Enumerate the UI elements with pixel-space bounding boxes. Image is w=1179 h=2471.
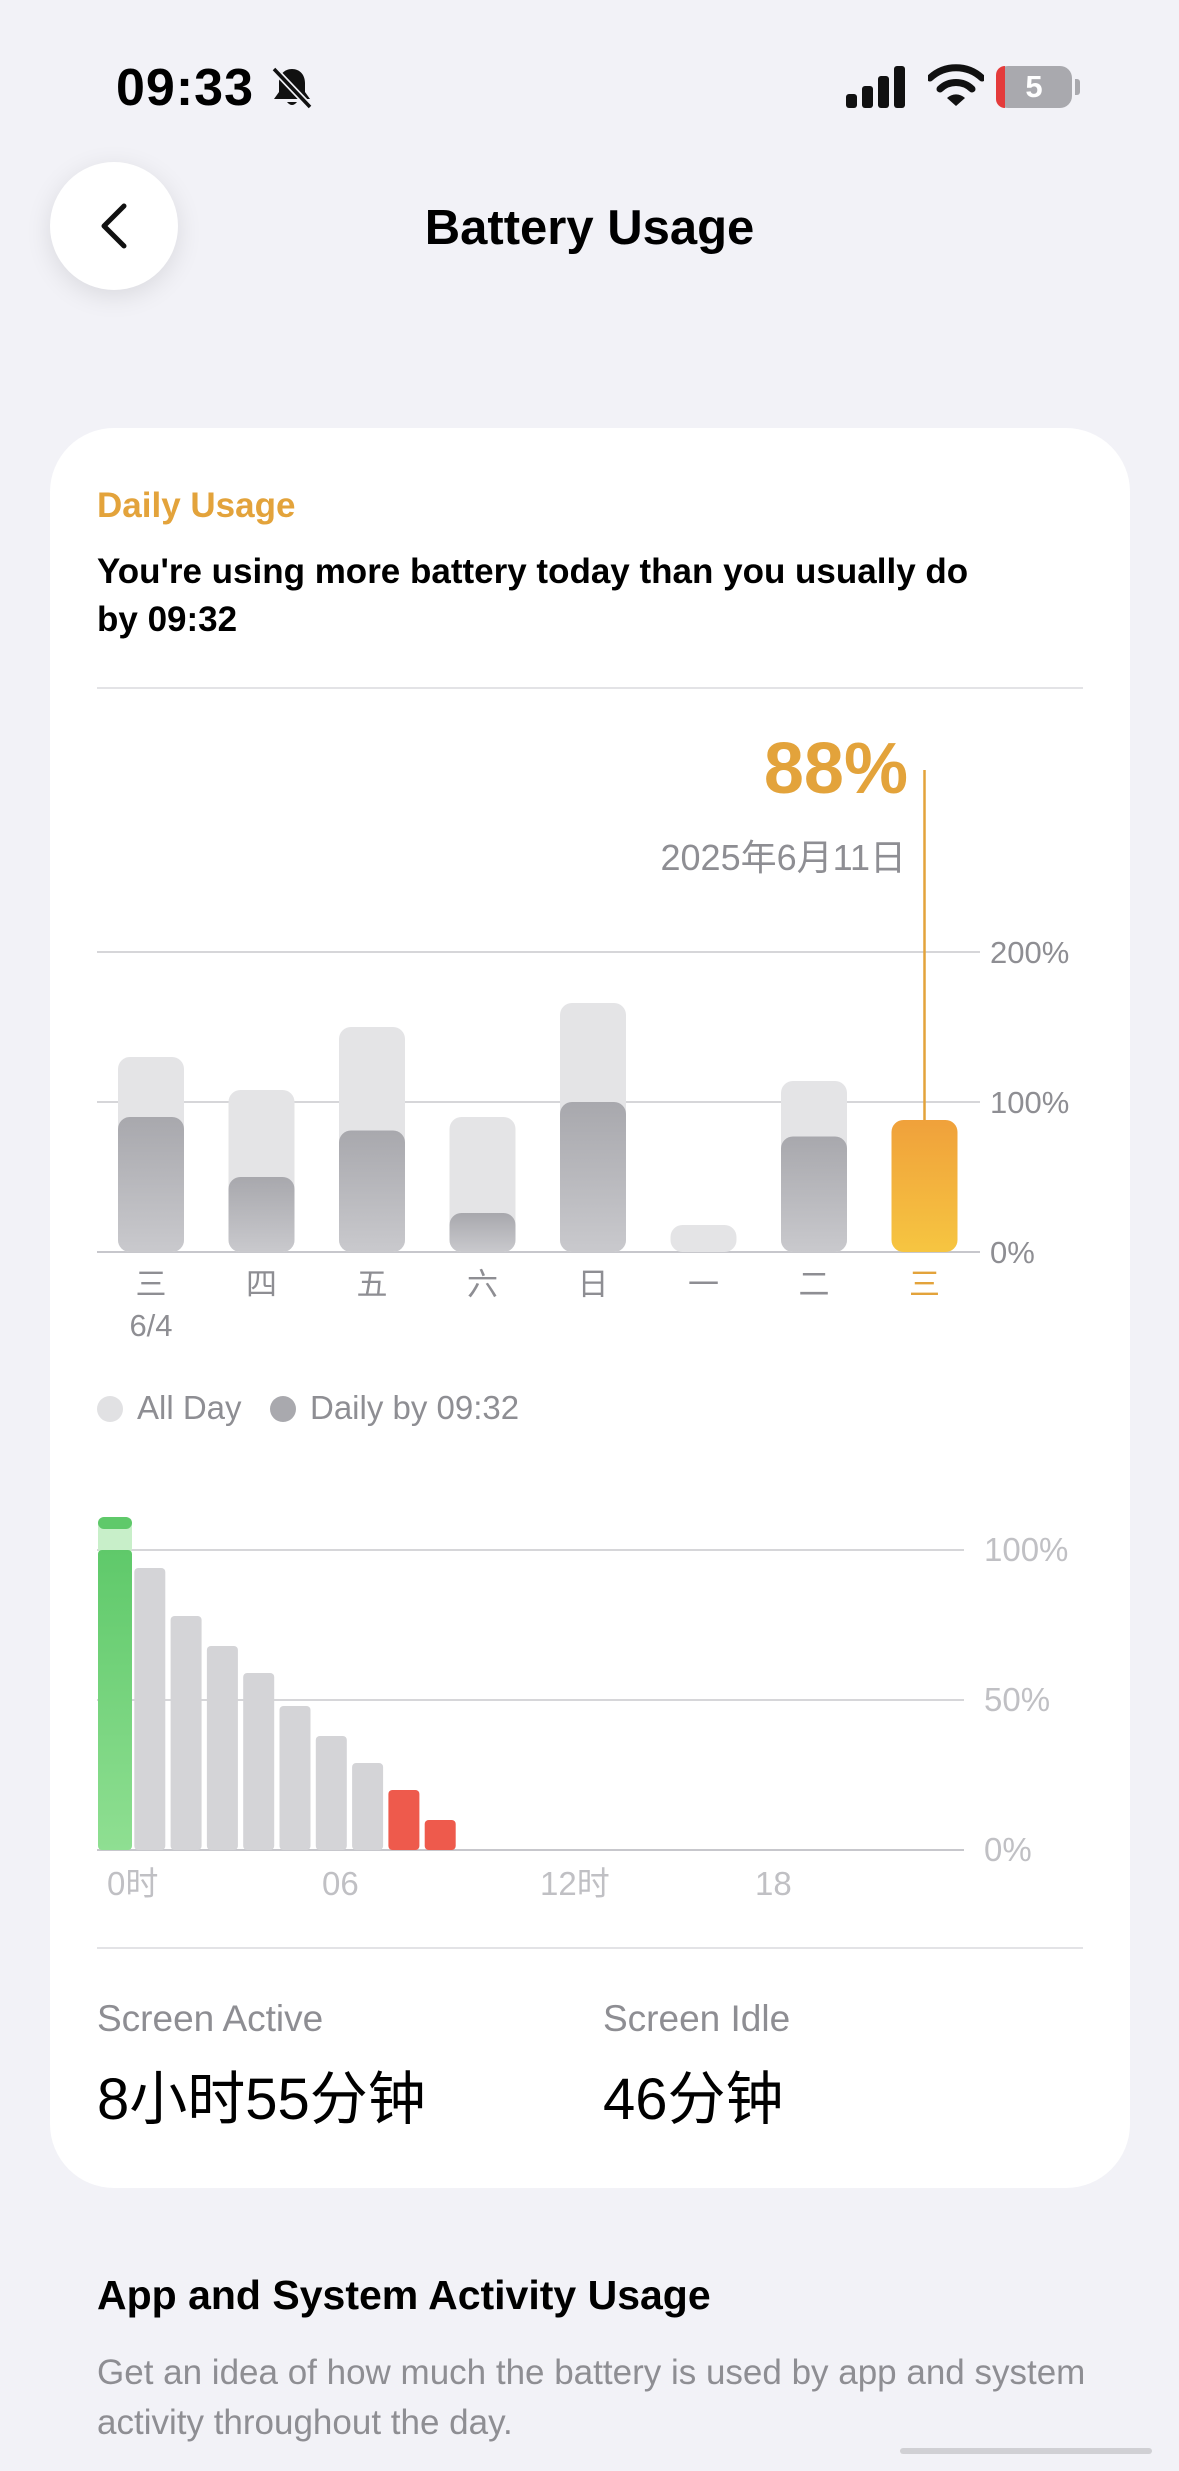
bar-all-day[interactable]	[670, 1225, 737, 1252]
bar-daily[interactable]	[118, 1117, 184, 1252]
x-tick-label: 三	[909, 1267, 940, 1302]
daily-usage-chart[interactable]: 200% 100% 0% 三 四 五 六 日 一 二 三 6/4 88% 2025年6月11日	[0, 720, 1179, 1360]
app-activity-description: Get an idea of how much the battery is u…	[97, 2353, 1086, 2442]
hour-bar-low[interactable]	[388, 1790, 420, 1850]
y-tick-label: 100%	[984, 1531, 1068, 1568]
x-date-label: 6/4	[129, 1308, 172, 1343]
hour-bar-charging[interactable]	[98, 1550, 132, 1850]
home-indicator[interactable]	[900, 2448, 1152, 2454]
hour-bar[interactable]	[206, 1646, 238, 1850]
daily-usage-card	[50, 428, 1130, 2188]
hour-bar[interactable]	[170, 1616, 202, 1850]
bar-daily[interactable]	[339, 1130, 405, 1253]
divider	[97, 687, 1083, 689]
divider	[97, 1947, 1083, 1949]
x-tick-label: 0时	[107, 1865, 158, 1902]
bar-daily[interactable]	[449, 1213, 516, 1252]
chevron-left-icon	[101, 203, 127, 249]
y-tick-label: 100%	[990, 1085, 1069, 1120]
x-tick-label: 三	[136, 1267, 167, 1302]
x-tick-label: 06	[322, 1865, 359, 1902]
hourly-battery-chart[interactable]: 100% 50% 0% 0时 06 12时 18	[0, 1500, 1179, 1920]
app-activity-title: App and System Activity Usage	[97, 2272, 711, 2318]
x-tick-label: 二	[799, 1267, 830, 1302]
x-tick-label: 日	[578, 1267, 609, 1302]
screen-idle-value: 46分钟	[603, 2067, 784, 2132]
screen-active-value: 8小时55分钟	[97, 2067, 426, 2132]
screen-idle-label: Screen Idle	[603, 1998, 791, 2039]
hour-bar-charging-cap	[98, 1517, 132, 1529]
x-tick-label: 六	[467, 1267, 498, 1302]
bar-daily-selected[interactable]	[891, 1120, 958, 1252]
legend-daily-by-dot	[270, 1396, 296, 1422]
y-tick-label: 50%	[984, 1681, 1050, 1718]
legend-daily-by-label: Daily by 09:32	[310, 1389, 520, 1426]
y-tick-label: 0%	[984, 1831, 1032, 1868]
status-time: 09:33	[116, 59, 254, 117]
hour-bar-low[interactable]	[424, 1820, 456, 1850]
bell-slash-icon	[271, 66, 313, 110]
wifi-icon	[928, 64, 984, 106]
page-title: Battery Usage	[424, 201, 755, 255]
hour-bar[interactable]	[243, 1673, 275, 1850]
selected-value: 88%	[764, 729, 908, 809]
hour-bar[interactable]	[134, 1568, 166, 1850]
screen-active-label: Screen Active	[97, 1998, 324, 2039]
x-tick-label: 12时	[540, 1865, 610, 1902]
daily-usage-title: Daily Usage	[97, 486, 296, 525]
hour-bar[interactable]	[315, 1736, 347, 1850]
bar-daily[interactable]	[228, 1177, 295, 1252]
x-tick-label: 18	[755, 1865, 792, 1902]
bar-daily[interactable]	[781, 1136, 847, 1253]
legend-daily-by: Daily by 09:32	[270, 1386, 519, 1430]
x-tick-label: 一	[688, 1267, 719, 1302]
x-tick-label: 四	[246, 1267, 277, 1302]
cellular-signal-icon	[846, 66, 905, 108]
x-tick-label: 五	[357, 1267, 388, 1302]
selected-date: 2025年6月11日	[661, 837, 906, 878]
battery-icon: 5	[996, 66, 1080, 108]
y-tick-label: 200%	[990, 935, 1069, 970]
back-button[interactable]	[50, 162, 178, 290]
legend-all-day-label: All Day	[137, 1389, 242, 1426]
hour-bar[interactable]	[279, 1706, 311, 1850]
hour-bar[interactable]	[352, 1763, 384, 1850]
legend-all-day: All Day	[97, 1386, 242, 1430]
legend-all-day-dot	[97, 1396, 123, 1422]
bar-daily[interactable]	[560, 1102, 626, 1252]
y-tick-label: 0%	[990, 1235, 1035, 1270]
daily-usage-description: You're using more battery today than you…	[97, 552, 969, 639]
battery-level: 5	[1025, 69, 1043, 104]
